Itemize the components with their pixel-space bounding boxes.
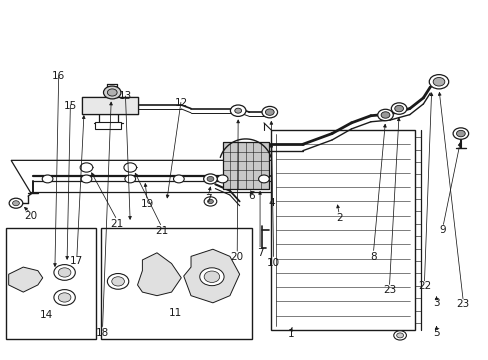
Text: 3: 3 [432,298,439,308]
Circle shape [9,198,23,208]
Polygon shape [9,267,42,292]
Text: 10: 10 [266,258,280,268]
Circle shape [54,265,75,280]
Circle shape [231,106,244,116]
Text: 1: 1 [287,329,294,339]
Circle shape [107,274,128,289]
Circle shape [206,176,213,181]
Circle shape [203,271,219,283]
Text: 14: 14 [40,310,53,320]
Text: 21: 21 [110,219,123,229]
Text: 20: 20 [230,252,244,262]
Bar [222,143,268,189]
Text: 15: 15 [63,101,77,111]
Circle shape [123,163,136,172]
Bar [6,228,96,339]
Circle shape [203,197,216,206]
Circle shape [262,107,277,118]
Circle shape [380,112,389,118]
Text: 19: 19 [141,199,154,209]
Circle shape [265,109,274,115]
Text: 5: 5 [432,328,439,338]
Text: 21: 21 [155,226,168,236]
Text: 11: 11 [168,308,182,318]
Circle shape [13,201,20,206]
Text: 4: 4 [268,198,274,208]
Circle shape [452,128,468,139]
Circle shape [173,175,184,183]
Circle shape [203,174,217,184]
Circle shape [207,199,213,203]
Circle shape [107,89,117,96]
Bar [81,97,137,114]
Circle shape [234,108,241,113]
Text: 17: 17 [70,256,83,266]
Text: 22: 22 [417,282,430,292]
Circle shape [112,277,124,286]
Text: 7: 7 [204,194,211,203]
Circle shape [428,75,448,89]
Text: 13: 13 [119,91,132,101]
Circle shape [396,333,403,338]
Circle shape [394,105,403,112]
Circle shape [390,103,406,114]
Circle shape [58,268,71,277]
Text: 16: 16 [52,71,65,81]
Text: 2: 2 [335,212,342,222]
Bar [271,130,414,330]
Text: 8: 8 [369,252,376,262]
Circle shape [58,293,71,302]
Circle shape [81,175,92,183]
Polygon shape [183,249,239,303]
Bar [95,122,121,129]
Circle shape [103,86,121,99]
Bar [101,228,251,339]
Circle shape [217,175,227,183]
Circle shape [432,77,444,86]
Circle shape [54,289,75,305]
Circle shape [230,105,245,116]
Circle shape [42,175,53,183]
Text: 12: 12 [174,98,187,108]
Text: 18: 18 [96,328,109,338]
Text: 23: 23 [382,285,395,295]
Text: 9: 9 [439,225,445,235]
Text: 6: 6 [248,191,255,201]
Circle shape [258,175,269,183]
Text: 23: 23 [456,299,469,309]
Circle shape [200,268,224,286]
Circle shape [456,130,464,137]
Circle shape [80,163,93,172]
Text: 7: 7 [256,248,263,258]
Circle shape [393,331,406,340]
Text: 20: 20 [24,211,37,221]
Circle shape [124,175,135,183]
Circle shape [377,109,392,121]
Polygon shape [137,253,181,296]
Polygon shape [11,160,290,193]
